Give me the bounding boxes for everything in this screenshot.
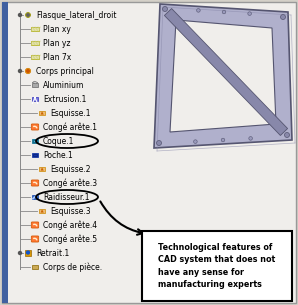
Circle shape: [27, 251, 30, 254]
FancyBboxPatch shape: [25, 250, 31, 256]
Text: Esquisse.3: Esquisse.3: [50, 206, 91, 216]
FancyBboxPatch shape: [31, 236, 39, 242]
Text: Corps de pièce.: Corps de pièce.: [43, 262, 102, 272]
FancyBboxPatch shape: [39, 209, 45, 213]
FancyBboxPatch shape: [39, 167, 45, 171]
Polygon shape: [41, 111, 44, 115]
Circle shape: [27, 14, 29, 16]
Polygon shape: [41, 167, 44, 170]
Circle shape: [162, 6, 167, 12]
FancyBboxPatch shape: [39, 111, 45, 115]
Text: Congé arête.1: Congé arête.1: [43, 122, 97, 132]
Text: Esquisse.1: Esquisse.1: [50, 109, 91, 117]
Circle shape: [194, 140, 197, 143]
Text: Congé arête.5: Congé arête.5: [43, 234, 97, 244]
FancyBboxPatch shape: [33, 154, 37, 156]
Circle shape: [221, 138, 225, 142]
Text: Plan xy: Plan xy: [43, 24, 71, 34]
FancyBboxPatch shape: [32, 83, 38, 88]
Polygon shape: [170, 20, 276, 132]
Circle shape: [18, 252, 21, 254]
Circle shape: [197, 9, 200, 12]
Polygon shape: [164, 9, 288, 135]
Circle shape: [222, 10, 226, 14]
FancyBboxPatch shape: [32, 265, 38, 269]
Circle shape: [26, 13, 30, 17]
FancyBboxPatch shape: [31, 55, 39, 59]
Text: Flasque_lateral_droit: Flasque_lateral_droit: [36, 10, 117, 20]
Text: Plan yz: Plan yz: [43, 38, 71, 48]
Text: Congé arête.3: Congé arête.3: [43, 178, 97, 188]
Text: Extrusion.1: Extrusion.1: [43, 95, 86, 103]
Text: Corps principal: Corps principal: [36, 66, 94, 76]
FancyBboxPatch shape: [32, 96, 38, 102]
Text: Coque.1: Coque.1: [43, 137, 74, 145]
FancyBboxPatch shape: [31, 41, 39, 45]
FancyBboxPatch shape: [31, 180, 39, 186]
Circle shape: [248, 12, 252, 15]
Text: Esquisse.2: Esquisse.2: [50, 164, 91, 174]
FancyBboxPatch shape: [2, 2, 8, 303]
Text: Congé arête.4: Congé arête.4: [43, 220, 97, 230]
FancyBboxPatch shape: [31, 27, 39, 31]
FancyBboxPatch shape: [142, 231, 292, 301]
FancyBboxPatch shape: [32, 138, 38, 143]
Polygon shape: [32, 81, 38, 84]
Polygon shape: [41, 209, 44, 213]
Circle shape: [156, 141, 162, 145]
Polygon shape: [154, 4, 292, 148]
Circle shape: [18, 13, 21, 16]
Circle shape: [285, 132, 289, 138]
Text: Plan 7x: Plan 7x: [43, 52, 71, 62]
Text: Aluminium: Aluminium: [43, 81, 84, 89]
Text: Raidisseur.1: Raidisseur.1: [43, 192, 89, 202]
Text: Technological features of
CAD system that does not
have any sense for
manufactur: Technological features of CAD system tha…: [158, 243, 276, 289]
FancyBboxPatch shape: [31, 124, 39, 130]
FancyBboxPatch shape: [31, 222, 39, 228]
FancyBboxPatch shape: [33, 140, 37, 142]
FancyBboxPatch shape: [32, 152, 38, 157]
Text: Poche.1: Poche.1: [43, 150, 73, 160]
FancyBboxPatch shape: [2, 2, 296, 303]
Circle shape: [25, 68, 31, 74]
FancyBboxPatch shape: [32, 195, 38, 199]
Circle shape: [280, 15, 285, 20]
Circle shape: [249, 137, 252, 140]
Text: Retrait.1: Retrait.1: [36, 249, 69, 257]
Circle shape: [27, 70, 29, 72]
Circle shape: [18, 70, 21, 73]
